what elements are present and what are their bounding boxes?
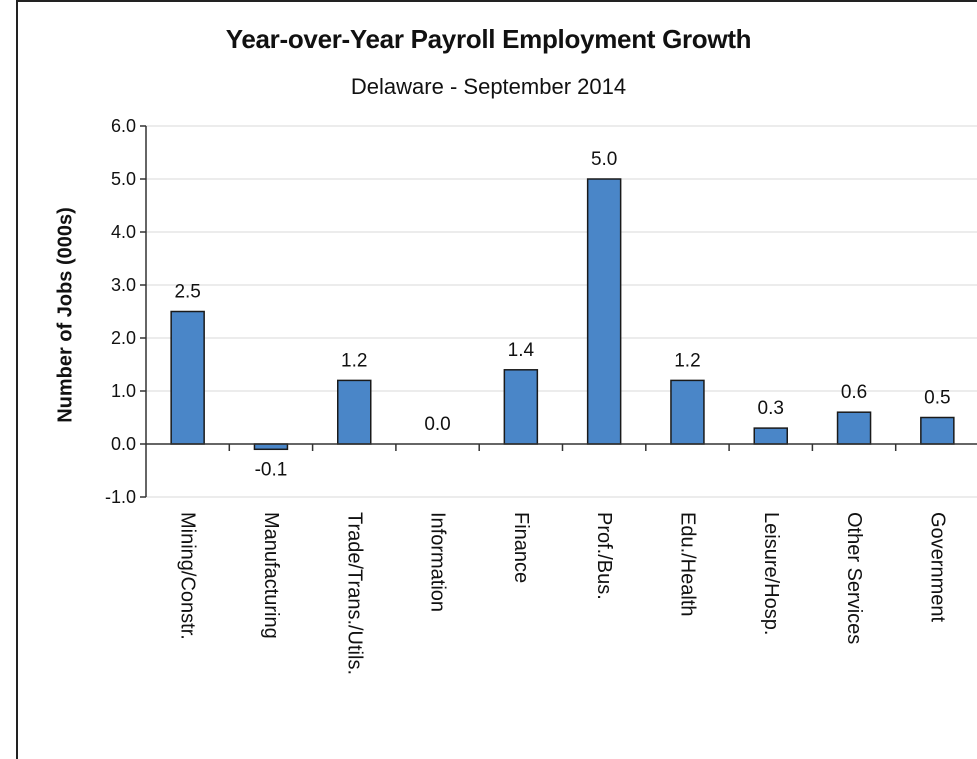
bar: [754, 428, 787, 444]
bar: [171, 312, 204, 445]
y-tick-label: -1.0: [105, 487, 136, 507]
bar: [921, 418, 954, 445]
bar: [338, 380, 371, 444]
category-label: Manufacturing: [260, 512, 282, 639]
data-label: 1.4: [508, 340, 535, 361]
data-label: 0.0: [424, 414, 450, 435]
category-label: Finance: [510, 512, 532, 583]
category-label: Edu./Health: [676, 512, 698, 617]
data-label: 0.3: [758, 398, 784, 419]
data-label: 1.2: [341, 350, 367, 371]
y-tick-label: 4.0: [111, 222, 136, 242]
category-label: Mining/Constr.: [177, 512, 199, 640]
category-label: Prof./Bus.: [593, 512, 615, 600]
category-label: Trade/Trans./Utils.: [343, 512, 365, 675]
category-label: Government: [926, 512, 948, 622]
bar: [504, 370, 537, 444]
bar: [671, 380, 704, 444]
category-label: Leisure/Hosp.: [760, 512, 782, 635]
data-label: 5.0: [591, 149, 617, 170]
bar: [254, 444, 287, 449]
data-label: 0.5: [924, 388, 950, 409]
y-tick-label: 3.0: [111, 275, 136, 295]
category-label: Other Services: [843, 512, 865, 644]
data-label: 1.2: [674, 350, 700, 371]
y-tick-label: 2.0: [111, 328, 136, 348]
bar: [588, 179, 621, 444]
y-tick-label: 1.0: [111, 381, 136, 401]
data-label: 2.5: [174, 282, 200, 303]
y-tick-label: 0.0: [111, 434, 136, 454]
data-label: -0.1: [255, 459, 288, 480]
y-tick-label: 6.0: [111, 116, 136, 136]
data-label: 0.6: [841, 382, 867, 403]
y-tick-label: 5.0: [111, 169, 136, 189]
category-label: Information: [427, 512, 449, 612]
bar: [838, 412, 871, 444]
